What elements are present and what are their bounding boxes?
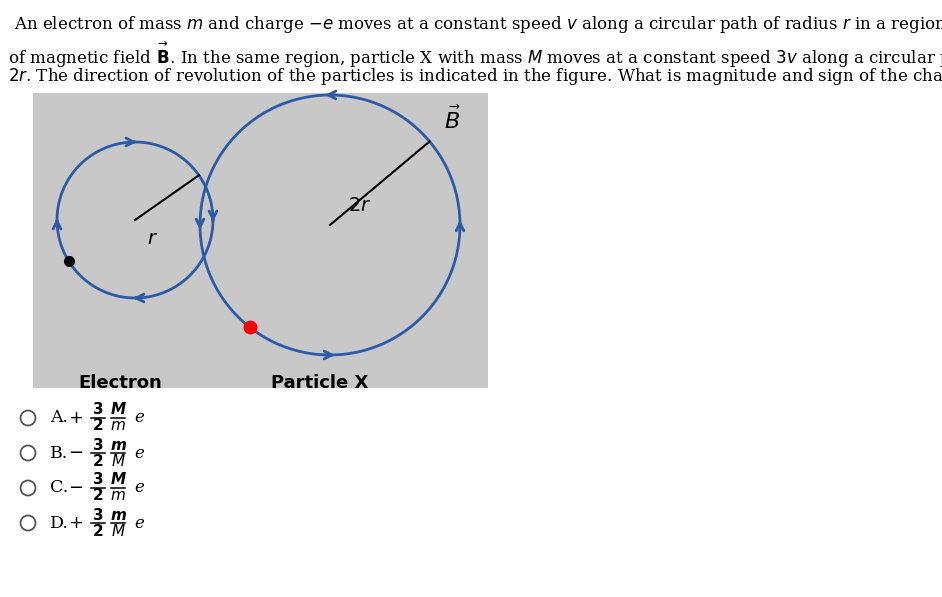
Text: 3: 3 (92, 438, 104, 453)
Text: M: M (111, 454, 124, 469)
Text: C.: C. (50, 479, 68, 497)
Text: +: + (69, 514, 84, 532)
Text: Electron: Electron (78, 374, 162, 392)
Text: M: M (111, 524, 124, 538)
Text: m: m (110, 507, 126, 522)
Text: $2r$: $2r$ (348, 197, 371, 215)
Text: 2: 2 (92, 454, 104, 469)
Text: 3: 3 (92, 507, 104, 522)
Text: M: M (110, 402, 125, 417)
Text: M: M (110, 472, 125, 488)
Text: −: − (69, 444, 84, 462)
Text: e: e (134, 410, 144, 426)
Text: $r$: $r$ (147, 230, 158, 248)
Text: An electron of mass $\mathit{m}$ and charge $-e$ moves at a constant speed $\mat: An electron of mass $\mathit{m}$ and cha… (13, 14, 942, 35)
Text: 2: 2 (92, 418, 104, 433)
Text: e: e (134, 479, 144, 497)
Text: 3: 3 (92, 402, 104, 417)
Text: m: m (110, 438, 126, 453)
Text: m: m (110, 488, 125, 503)
Text: −: − (69, 479, 84, 497)
Text: e: e (134, 445, 144, 461)
Text: $\vec{B}$: $\vec{B}$ (444, 107, 461, 134)
Text: 3: 3 (92, 472, 104, 488)
Text: +: + (69, 409, 84, 427)
Text: A.: A. (50, 410, 68, 426)
Text: e: e (134, 515, 144, 531)
Bar (33, 93, 488, 388)
Text: 2: 2 (92, 488, 104, 503)
Text: D.: D. (50, 515, 69, 531)
Text: $2\mathit{r}$. The direction of revolution of the particles is indicated in the : $2\mathit{r}$. The direction of revoluti… (8, 66, 942, 87)
Text: of magnetic field $\overset{\rightarrow}{\mathbf{B}}$. In the same region, parti: of magnetic field $\overset{\rightarrow}… (8, 40, 942, 70)
Text: m: m (110, 418, 125, 433)
Text: Particle X: Particle X (271, 374, 368, 392)
Text: B.: B. (50, 445, 68, 461)
Text: 2: 2 (92, 524, 104, 538)
